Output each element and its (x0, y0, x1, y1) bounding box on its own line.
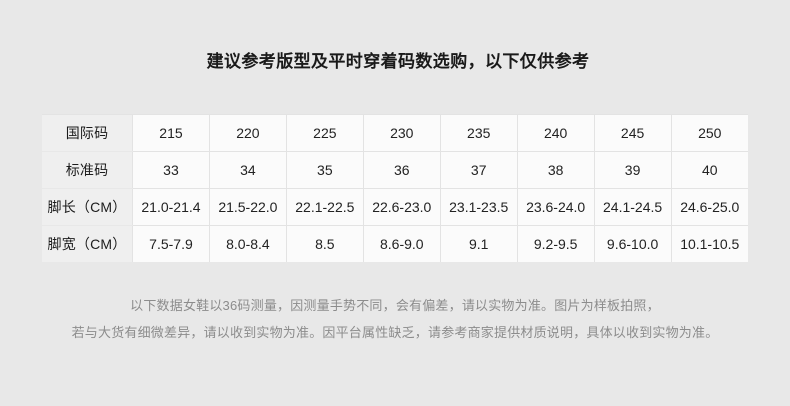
table-cell: 9.6-10.0 (594, 225, 672, 262)
table-cell: 230 (363, 114, 441, 152)
table-cell: 24.6-25.0 (671, 188, 748, 226)
table-cell: 24.1-24.5 (594, 188, 672, 226)
table-row: 脚宽（CM） 7.5-7.9 8.0-8.4 8.5 8.6-9.0 9.1 9… (42, 225, 748, 262)
table-cell: 23.6-24.0 (517, 188, 595, 226)
table-cell: 7.5-7.9 (132, 225, 210, 262)
table-cell: 23.1-23.5 (440, 188, 518, 226)
table-cell: 235 (440, 114, 518, 152)
table-cell: 8.0-8.4 (209, 225, 287, 262)
table-cell: 40 (671, 151, 748, 189)
footer-line-1: 以下数据女鞋以36码测量，因测量手势不同，会有偏差，请以实物为准。图片为样板拍照… (130, 298, 660, 313)
table-cell: 34 (209, 151, 287, 189)
table-cell: 35 (286, 151, 364, 189)
table-cell: 215 (132, 114, 210, 152)
table-row: 脚长（CM） 21.0-21.4 21.5-22.0 22.1-22.5 22.… (42, 188, 748, 226)
footer-disclaimer: 以下数据女鞋以36码测量，因测量手势不同，会有偏差，请以实物为准。图片为样板拍照… (0, 292, 790, 346)
table-row: 国际码 215 220 225 230 235 240 245 250 (42, 114, 748, 152)
table-cell: 8.6-9.0 (363, 225, 441, 262)
table-cell: 33 (132, 151, 210, 189)
table-cell: 39 (594, 151, 672, 189)
row-label-foot-length: 脚长（CM） (42, 188, 133, 226)
table-cell: 220 (209, 114, 287, 152)
size-table-container: 国际码 215 220 225 230 235 240 245 250 标准码 … (42, 114, 748, 262)
table-cell: 8.5 (286, 225, 364, 262)
table-cell: 22.1-22.5 (286, 188, 364, 226)
table-cell: 37 (440, 151, 518, 189)
size-table: 国际码 215 220 225 230 235 240 245 250 标准码 … (42, 114, 748, 262)
row-label-standard-size: 标准码 (42, 151, 133, 189)
table-cell: 22.6-23.0 (363, 188, 441, 226)
table-cell: 245 (594, 114, 672, 152)
footer-line-2: 若与大货有细微差异，请以收到实物为准。因平台属性缺乏，请参考商家提供材质说明，具… (71, 325, 719, 340)
table-cell: 21.0-21.4 (132, 188, 210, 226)
table-cell: 240 (517, 114, 595, 152)
table-cell: 21.5-22.0 (209, 188, 287, 226)
table-cell: 10.1-10.5 (671, 225, 748, 262)
table-cell: 36 (363, 151, 441, 189)
table-cell: 225 (286, 114, 364, 152)
table-row: 标准码 33 34 35 36 37 38 39 40 (42, 151, 748, 189)
table-cell: 9.2-9.5 (517, 225, 595, 262)
row-label-foot-width: 脚宽（CM） (42, 225, 133, 262)
table-cell: 250 (671, 114, 748, 152)
row-label-international-size: 国际码 (42, 114, 133, 152)
table-cell: 9.1 (440, 225, 518, 262)
table-cell: 38 (517, 151, 595, 189)
page-title: 建议参考版型及平时穿着码数选购，以下仅供参考 (206, 52, 590, 71)
